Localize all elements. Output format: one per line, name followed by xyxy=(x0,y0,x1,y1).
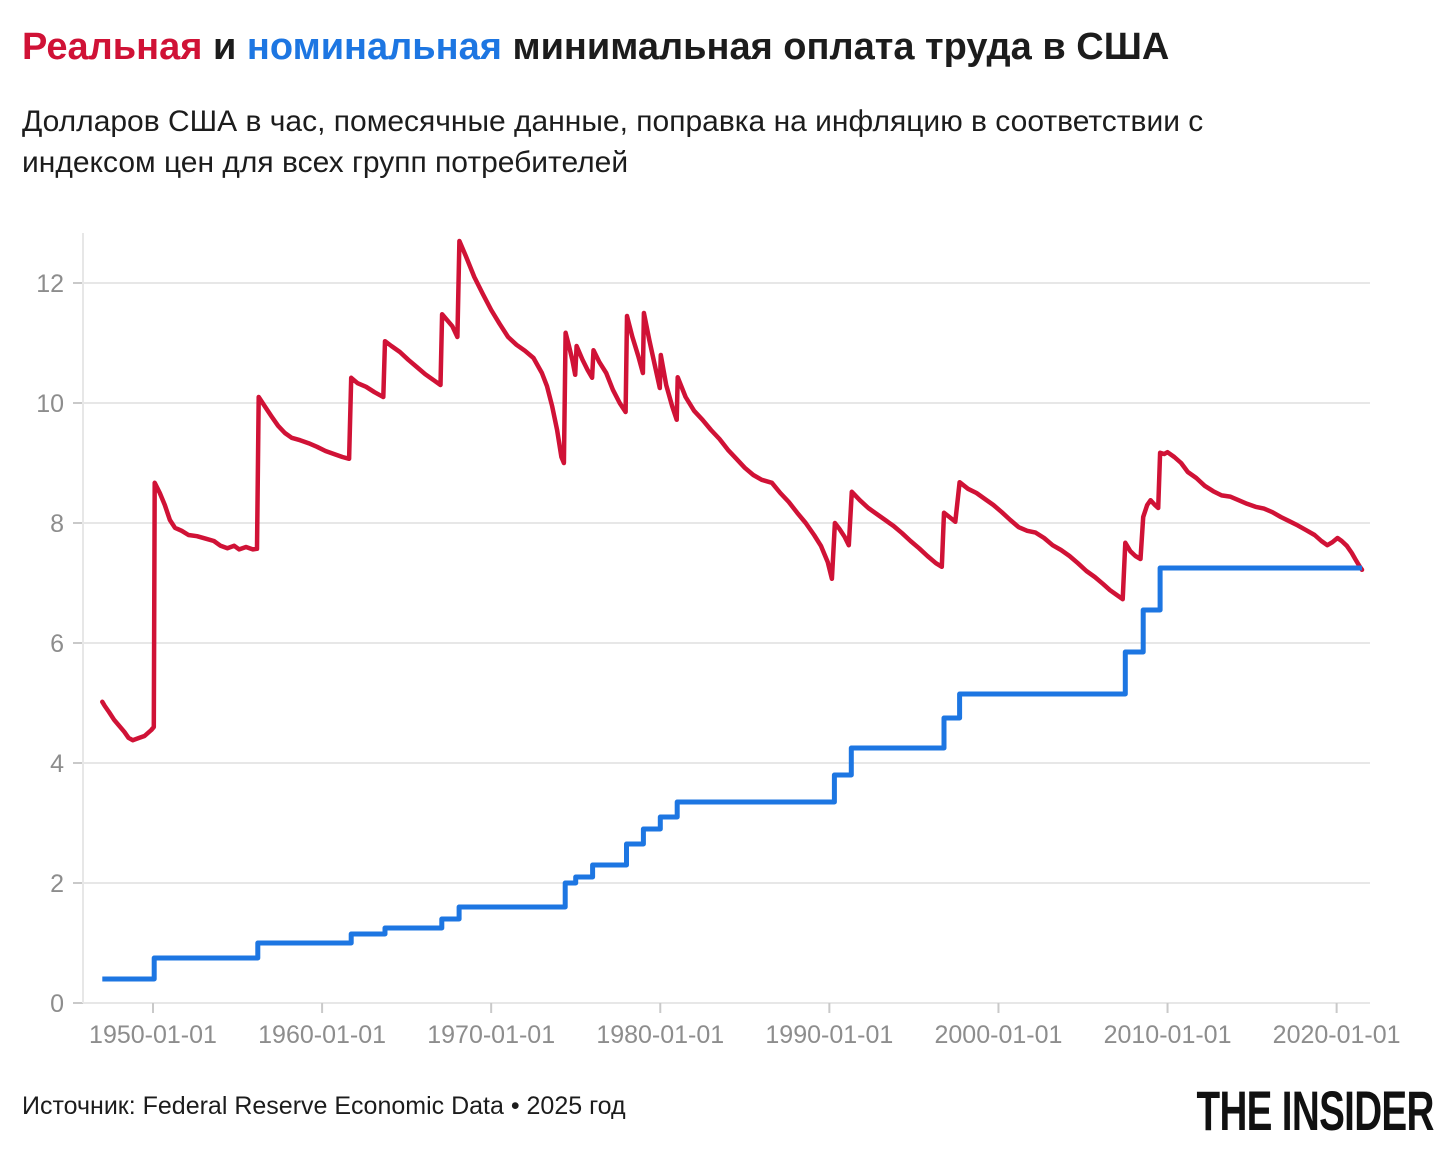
subtitle-line-1: Долларов США в час, помесячные данные, п… xyxy=(22,105,1204,138)
y-tick-label: 2 xyxy=(50,870,64,898)
real-wage-line xyxy=(100,238,1365,743)
y-tick-label: 6 xyxy=(50,630,64,658)
y-tick-label: 10 xyxy=(36,390,64,418)
y-tick-label: 12 xyxy=(36,270,64,298)
nominal-wage-line xyxy=(102,565,1362,982)
source-note: Источник: Federal Reserve Economic Data … xyxy=(22,1092,626,1120)
subtitle-line-2: индексом цен для всех групп потребителей xyxy=(22,146,629,179)
x-tick-label: 2020-01-01 xyxy=(1273,1021,1401,1049)
x-tick-label: 1950-01-01 xyxy=(89,1021,217,1049)
title-word-and: и xyxy=(202,26,247,68)
axes xyxy=(73,233,1338,1013)
series-lines xyxy=(100,238,1365,982)
y-tick-label: 4 xyxy=(50,750,64,778)
y-tick-label: 8 xyxy=(50,510,64,538)
y-axis-labels: 0 2 4 6 8 10 12 xyxy=(36,270,64,1018)
x-tick-label: 2000-01-01 xyxy=(935,1021,1063,1049)
x-tick-label: 1970-01-01 xyxy=(427,1021,555,1049)
title-word-real: Реальная xyxy=(22,26,203,68)
chart-title: Реальная и номинальная минимальная оплат… xyxy=(22,24,1422,70)
chart-area: 0 2 4 6 8 10 12 1950-01-01 1960-01-01 1970-01-01… xyxy=(0,210,1452,1060)
publisher-logo: THE INSIDER xyxy=(1196,1079,1435,1142)
x-tick-label: 1960-01-01 xyxy=(258,1021,386,1049)
gridlines xyxy=(83,282,1370,1004)
x-tick-label: 2010-01-01 xyxy=(1104,1021,1232,1049)
x-axis-labels: 1950-01-01 1960-01-01 1970-01-01 1980-01-01… xyxy=(89,1021,1401,1049)
chart-subtitle: Долларов США в час, помесячные данные, п… xyxy=(22,101,1422,183)
x-tick-label: 1980-01-01 xyxy=(596,1021,724,1049)
y-tick-label: 0 xyxy=(50,990,64,1018)
x-tick-label: 1990-01-01 xyxy=(765,1021,893,1049)
chart-svg: 0 2 4 6 8 10 12 1950-01-01 1960-01-01 1970-01-01… xyxy=(36,233,1401,1049)
title-rest: минимальная оплата труда в США xyxy=(501,26,1170,68)
title-word-nominal: номинальная xyxy=(246,26,502,68)
